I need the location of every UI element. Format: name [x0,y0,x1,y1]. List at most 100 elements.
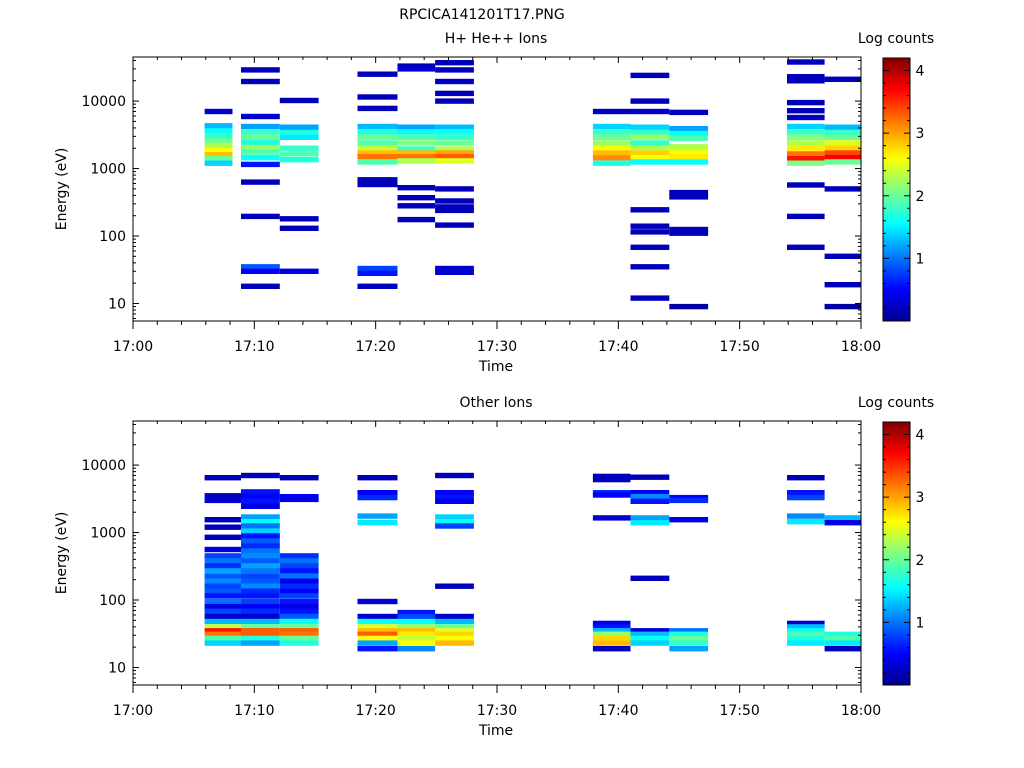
heatmap-cell [241,129,280,135]
heatmap-cell [592,492,631,498]
heatmap-cell [669,189,709,196]
heatmap-cell [435,628,474,634]
heatmap-cell [357,145,398,151]
heatmap-cell [357,177,398,183]
heatmap-cell [397,185,436,191]
heatmap-cell [279,475,319,481]
colorbar-label: Log counts [858,31,934,47]
heatmap-cell [279,593,319,599]
heatmap-cell [435,631,474,637]
heatmap-cell [669,226,709,233]
heatmap-cell [592,150,631,156]
colorbar-axis: 1 2 3 4 [883,428,925,673]
heatmap-cell [787,151,825,157]
heatmap-cell [397,631,436,637]
heatmap-cell [787,494,825,501]
heatmap-cell [630,124,670,130]
heatmap-cell [630,490,670,496]
x-axis-label: Time [478,723,513,739]
heatmap-cell [630,244,670,250]
heatmap-cell [630,134,670,140]
heatmap-cell [357,94,398,100]
heatmap-cell [787,213,825,220]
x-tick-label: 17:50 [719,339,759,355]
heatmap-cell [787,108,825,114]
heatmap-cell [241,179,280,185]
heatmap-cell [787,490,825,496]
heatmap-cell [435,624,474,630]
heatmap-cell [669,631,709,637]
heatmap-cell [397,150,436,156]
heatmap-cell [824,515,861,521]
heatmap-cell [435,140,474,146]
heatmap-cell [241,268,280,274]
heatmap-cell [824,130,861,136]
heatmap-cell [824,124,861,130]
heatmap-cell [357,283,398,289]
heatmap-cell [357,513,398,519]
y-tick-label: 10000 [81,94,126,110]
heatmap-cell [630,635,670,642]
heatmap-cell [204,578,241,584]
heatmap-cell [669,159,709,165]
y-tick-label: 10 [108,660,126,676]
heatmap-cell [630,159,670,165]
heatmap-cell [787,156,825,162]
heatmap-cell [435,124,474,130]
heatmap-cell [241,593,280,599]
heatmap-cell [592,640,631,646]
heatmap-cell [279,151,319,157]
heatmap-cell [204,128,233,134]
heatmap-cell [787,182,825,188]
heatmap-cell [279,268,319,274]
heatmap-cell [824,150,861,156]
heatmap-cell [824,631,861,637]
heatmap-cell [204,618,241,625]
heatmap-cell [397,640,436,646]
heatmap-cell [357,520,398,526]
y-tick-label: 100 [99,593,126,609]
heatmap-cell [357,490,398,496]
heatmap-cell [279,563,319,569]
heatmap-cell [435,269,474,275]
heatmap-cell [787,78,825,84]
heatmap-cell [435,67,474,73]
y-tick-label: 1000 [90,526,126,542]
heatmap-cell [279,553,319,559]
heatmap-cell [357,624,398,630]
heatmap-cell [357,631,398,637]
heatmap-cell [435,146,474,152]
heatmap-cell [435,154,474,160]
colorbar-tick-label: 1 [916,615,925,631]
heatmap-cell [787,160,825,166]
heatmap-cell [241,283,280,289]
heatmap-cell [630,98,670,104]
heatmap-cell [435,583,474,589]
heatmap-cell [204,524,241,530]
heatmap-cell [204,123,233,129]
heatmap-cell [241,573,280,579]
y-axis: 10 100 1000 10000 [81,423,861,683]
heatmap-cell [241,514,280,520]
heatmap-cell [241,67,280,73]
heatmap-cell [241,134,280,140]
heatmap-cell [824,253,861,259]
heatmap-cell [279,628,319,634]
heatmap-cell [435,494,474,501]
heatmap-cell [204,563,241,569]
heatmap-cell [279,624,319,630]
heatmap-cell [592,620,631,627]
heatmap-cell [279,568,319,574]
heatmap-cell [204,493,241,499]
heatmap-cell [204,142,233,149]
figure-title: RPCICA141201T17.PNG [399,7,564,23]
heatmap-cell [397,66,436,72]
y-tick-label: 1000 [90,162,126,178]
heatmap-cell [669,149,709,155]
heatmap-cell [279,583,319,589]
x-tick-label: 17:00 [113,339,153,355]
heatmap-cell [397,140,436,146]
heatmap-cell [279,578,319,584]
heatmap-cell [669,497,709,504]
heatmap-cell [630,150,670,156]
